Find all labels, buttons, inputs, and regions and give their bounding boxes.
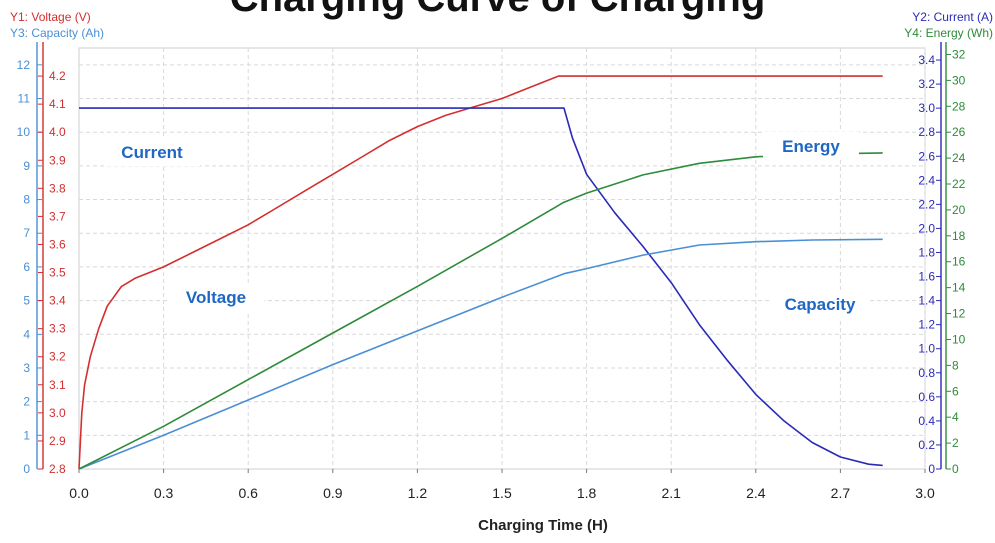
y1-axis-tick-label: 3.0 <box>49 406 66 420</box>
y1-axis-tick-label: 4.2 <box>49 69 66 83</box>
y4-axis-tick-label: 2 <box>952 436 959 450</box>
x-tick-label: 3.0 <box>915 485 935 501</box>
y2-axis-tick-label: 2.0 <box>918 221 935 235</box>
y1-axis-tick-label: 4.0 <box>49 125 66 139</box>
series-line-energy <box>78 152 883 470</box>
x-axis-title: Charging Time (H) <box>478 517 608 534</box>
y4-axis-tick-label: 20 <box>952 203 966 217</box>
x-tick-label: 1.5 <box>492 485 512 501</box>
y4-axis-tick-label: 22 <box>952 177 966 191</box>
y4-axis-tick-label: 6 <box>952 384 959 398</box>
y2-axis-tick-label: 1.0 <box>918 342 935 356</box>
y4-axis-tick-label: 28 <box>952 99 966 113</box>
x-tick-label: 0.9 <box>323 485 343 501</box>
x-tick-label: 2.4 <box>746 485 766 501</box>
y4-axis-tick-label: 8 <box>952 358 959 372</box>
y2-axis-tick-label: 3.0 <box>918 101 935 115</box>
y2-axis-tick-label: 1.6 <box>918 270 935 284</box>
y2-axis-title: Y2: Current (A) <box>912 10 993 24</box>
y1-axis-tick-label: 2.9 <box>49 434 66 448</box>
y1-axis-tick-label: 2.8 <box>49 462 66 476</box>
y1-axis-title: Y1: Voltage (V) <box>10 10 91 24</box>
annotation-bg <box>168 283 264 311</box>
y2-axis-tick-label: 3.2 <box>918 77 935 91</box>
x-tick-label: 1.2 <box>408 485 428 501</box>
y1-axis-tick-label: 3.4 <box>49 294 66 308</box>
x-tick-label: 0.3 <box>154 485 174 501</box>
series-line-current <box>79 107 883 467</box>
y4-axis-title: Y4: Energy (Wh) <box>904 26 993 40</box>
y2-axis-tick-label: 2.2 <box>918 197 935 211</box>
y1-axis-tick-label: 3.2 <box>49 350 66 364</box>
chart-title: Charging Curve of Charging <box>0 0 995 21</box>
y1-axis-tick-label: 3.5 <box>49 266 66 280</box>
y4-axis-tick-label: 10 <box>952 332 966 346</box>
y3-axis-tick-label: 2 <box>23 395 30 409</box>
y3-axis-tick-label: 1 <box>23 428 30 442</box>
y4-axis-tick-label: 24 <box>952 151 966 165</box>
y2-axis-tick-label: 0.2 <box>918 438 935 452</box>
y3-axis-tick-label: 10 <box>17 125 31 139</box>
y2-axis-tick-label: 0.6 <box>918 390 935 404</box>
y1-axis-tick-label: 3.8 <box>49 181 66 195</box>
y2-axis-tick-label: 1.8 <box>918 245 935 259</box>
y3-axis-tick-label: 11 <box>18 92 31 106</box>
y3-axis-tick-label: 3 <box>23 361 30 375</box>
y3-axis-tick-label: 7 <box>23 226 30 240</box>
y4-axis-tick-label: 16 <box>952 255 966 269</box>
y4-axis-tick-label: 26 <box>952 125 966 139</box>
y1-axis-tick-label: 4.1 <box>49 97 66 111</box>
y4-axis-tick-label: 30 <box>952 73 966 87</box>
series-line-voltage <box>78 75 883 470</box>
y4-axis-tick-label: 14 <box>952 281 966 295</box>
series-line-capacity <box>78 238 883 470</box>
y2-axis-tick-label: 1.4 <box>918 294 935 308</box>
annotation-label-capacity: Capacity <box>785 295 856 314</box>
y3-axis-tick-label: 0 <box>23 462 30 476</box>
y3-axis-title: Y3: Capacity (Ah) <box>10 26 105 40</box>
x-tick-label: 0.0 <box>69 485 89 501</box>
x-tick-label: 0.6 <box>238 485 258 501</box>
y4-axis-tick-label: 0 <box>952 462 959 476</box>
y3-axis-tick-label: 12 <box>17 58 31 72</box>
y2-axis-tick-label: 3.4 <box>918 53 935 67</box>
y2-axis-tick-label: 2.6 <box>918 149 935 163</box>
y2-axis-tick-label: 0.8 <box>918 366 935 380</box>
y2-axis-tick-label: 2.4 <box>918 173 935 187</box>
x-tick-label: 2.7 <box>831 485 851 501</box>
y4-axis-tick-label: 18 <box>952 229 966 243</box>
y1-axis-tick-label: 3.1 <box>49 378 66 392</box>
y2-axis-tick-label: 0 <box>928 462 935 476</box>
y1-axis-tick-label: 3.6 <box>49 237 66 251</box>
y2-axis-tick-label: 1.2 <box>918 318 935 332</box>
y4-axis-tick-label: 4 <box>952 410 959 424</box>
y3-axis-tick-label: 9 <box>23 159 30 173</box>
annotation-label-energy: Energy <box>782 137 840 156</box>
annotation-label-voltage: Voltage <box>186 288 246 307</box>
y2-axis-tick-label: 2.8 <box>918 125 935 139</box>
y3-axis-tick-label: 6 <box>23 260 30 274</box>
y4-axis-tick-label: 12 <box>952 307 966 321</box>
annotation-bg <box>763 132 859 160</box>
annotation-label-current: Current <box>121 143 183 162</box>
y3-axis-tick-label: 4 <box>23 327 30 341</box>
y1-axis-tick-label: 3.7 <box>49 209 66 223</box>
y1-axis-tick-label: 3.9 <box>49 153 66 167</box>
y4-axis-tick-label: 32 <box>952 47 966 61</box>
y2-axis-tick-label: 0.4 <box>918 414 935 428</box>
x-tick-label: 1.8 <box>577 485 597 501</box>
y3-axis-tick-label: 5 <box>23 294 30 308</box>
annotation-bg <box>104 138 200 166</box>
y1-axis-tick-label: 3.3 <box>49 322 66 336</box>
annotation-bg <box>772 290 868 318</box>
y3-axis-tick-label: 8 <box>23 193 30 207</box>
x-tick-label: 2.1 <box>661 485 681 501</box>
